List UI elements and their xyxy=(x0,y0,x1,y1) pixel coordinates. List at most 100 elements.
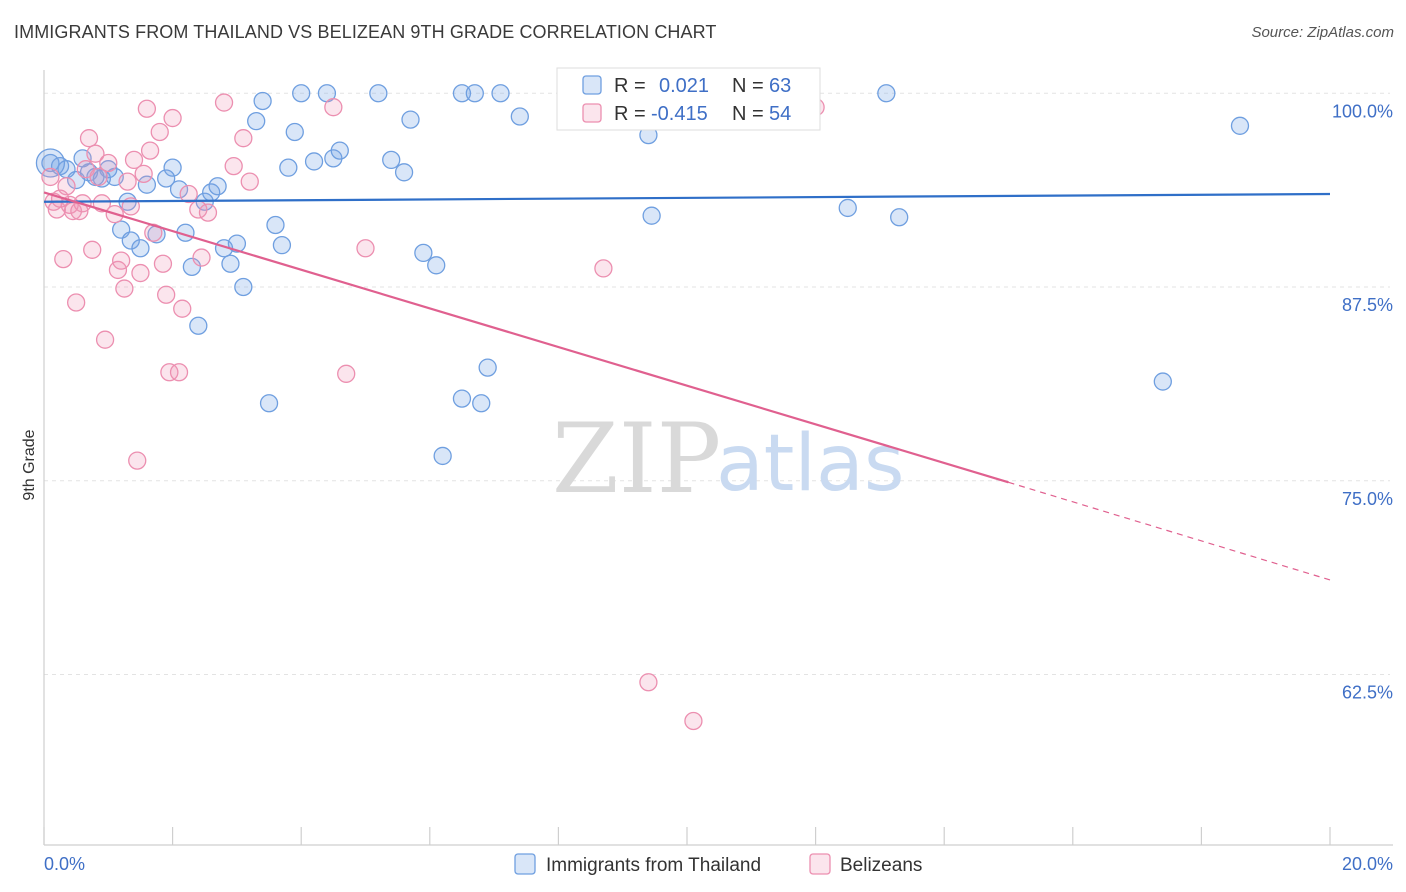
y-tick-label-2: 87.5% xyxy=(1342,295,1393,315)
thailand-point-24 xyxy=(234,277,253,297)
legend-r-value-2: -0.415 xyxy=(651,103,708,125)
thailand-point-52 xyxy=(642,206,661,225)
thailand-point-49 xyxy=(491,84,510,103)
belizean-point-33 xyxy=(163,108,182,128)
belizean-point-45 xyxy=(337,364,356,383)
thailand-point-55 xyxy=(877,84,896,103)
thailand-point-45 xyxy=(465,84,484,103)
bottom-legend-label-thailand: Immigrants from Thailand xyxy=(546,855,761,876)
y-axis-title: 9th Grade xyxy=(21,429,38,500)
watermark-atlas: atlas xyxy=(716,419,905,509)
belizean-trend-line xyxy=(43,191,1009,484)
x-tick-label-0: 0.0% xyxy=(44,854,85,874)
belizean-point-30 xyxy=(153,254,173,273)
belizean-point-12 xyxy=(89,167,108,187)
belizean-point-32 xyxy=(160,363,179,382)
bottom-legend-label-belizean: Belizeans xyxy=(840,855,922,876)
belizean-point-42 xyxy=(234,129,253,148)
belizean-point-10 xyxy=(83,240,102,259)
belizean-point-53 xyxy=(50,189,70,208)
thailand-point-54 xyxy=(838,198,857,218)
thailand-point-38 xyxy=(382,150,401,170)
thailand-point-17 xyxy=(182,257,202,277)
thailand-point-18 xyxy=(189,316,208,335)
belizean-point-9 xyxy=(79,129,99,148)
thailand-point-41 xyxy=(414,243,433,263)
belizean-point-46 xyxy=(356,239,375,258)
thailand-point-40 xyxy=(401,110,420,129)
y-tick-labels: 62.5% 75.0% 87.5% 100.0% xyxy=(1332,101,1393,702)
thailand-point-32 xyxy=(292,84,311,103)
x-tick-labels: 0.0% 20.0% xyxy=(44,854,1393,874)
belizean-point-22 xyxy=(124,150,144,170)
belizean-point-38 xyxy=(192,248,211,267)
thailand-point-27 xyxy=(259,394,279,413)
belizean-point-24 xyxy=(131,263,150,283)
thailand-point-22 xyxy=(221,254,240,273)
grid-lines xyxy=(44,92,1390,675)
legend-n-label-2: N = xyxy=(732,103,764,125)
belizean-point-35 xyxy=(173,299,192,318)
thailand-point-31 xyxy=(285,122,304,142)
belizean-point-23 xyxy=(128,451,147,470)
belizean-point-44 xyxy=(324,98,343,117)
belizean-point-3 xyxy=(54,249,73,269)
bottom-legend: Immigrants from Thailand Belizeans xyxy=(514,853,922,876)
legend-r-label-1: R = xyxy=(614,75,646,97)
belizean-point-19 xyxy=(115,279,134,298)
thailand-point-42 xyxy=(427,256,446,275)
belizean-point-49 xyxy=(684,711,703,731)
belizean-point-31 xyxy=(157,285,176,304)
thailand-point-10 xyxy=(131,239,150,258)
belizean-point-20 xyxy=(118,172,137,191)
belizean-trend-extension xyxy=(1008,481,1331,581)
bottom-legend-swatch-thailand xyxy=(514,853,536,875)
belizean-point-43 xyxy=(240,172,259,191)
belizean-point-36 xyxy=(179,184,198,204)
trend-lines xyxy=(43,191,1331,581)
axes xyxy=(43,70,1393,846)
y-tick-label-1: 75.0% xyxy=(1342,489,1393,509)
belizean-point-27 xyxy=(140,141,160,160)
legend-n-value-2: 54 xyxy=(769,103,791,125)
thailand-cluster-point xyxy=(35,148,66,178)
legend-swatch-thailand xyxy=(582,75,602,95)
thailand-point-33 xyxy=(304,152,324,171)
belizean-point-15 xyxy=(95,330,115,349)
thailand-point-15 xyxy=(169,180,189,199)
series-thailand-points xyxy=(35,84,1250,466)
thailand-point-47 xyxy=(472,394,491,413)
belizean-point-39 xyxy=(198,203,218,222)
legend-n-value-1: 63 xyxy=(769,75,791,97)
thailand-point-48 xyxy=(478,358,497,377)
thailand-point-30 xyxy=(279,158,298,177)
thailand-point-14 xyxy=(163,158,182,177)
bottom-legend-swatch-belizean xyxy=(809,853,831,875)
belizean-point-26 xyxy=(137,99,157,118)
top-legend: R = 0.021 N = 63 R = -0.415 N = 54 xyxy=(556,67,821,131)
legend-n-label-1: N = xyxy=(732,75,764,97)
thailand-point-11 xyxy=(137,175,157,194)
belizean-point-48 xyxy=(639,673,658,692)
belizean-point-11 xyxy=(86,144,105,163)
belizean-point-47 xyxy=(594,259,613,278)
belizean-point-34 xyxy=(169,363,189,382)
thailand-point-43 xyxy=(433,446,452,466)
thailand-point-25 xyxy=(247,112,266,131)
thailand-point-57 xyxy=(1153,372,1172,391)
thailand-point-26 xyxy=(253,91,272,111)
legend-r-label-2: R = xyxy=(614,103,646,125)
thailand-point-37 xyxy=(369,84,388,103)
thailand-point-50 xyxy=(510,107,529,126)
belizean-point-41 xyxy=(224,156,243,176)
legend-swatch-belizean xyxy=(582,103,602,123)
belizean-point-25 xyxy=(134,164,153,184)
series-belizean-points xyxy=(41,93,825,731)
y-tick-label-3: 100.0% xyxy=(1332,101,1393,121)
thailand-point-56 xyxy=(890,208,909,227)
belizean-point-14 xyxy=(99,153,118,173)
thailand-trend-line xyxy=(43,192,1331,203)
thailand-point-44 xyxy=(452,84,472,103)
belizean-point-29 xyxy=(150,122,169,142)
